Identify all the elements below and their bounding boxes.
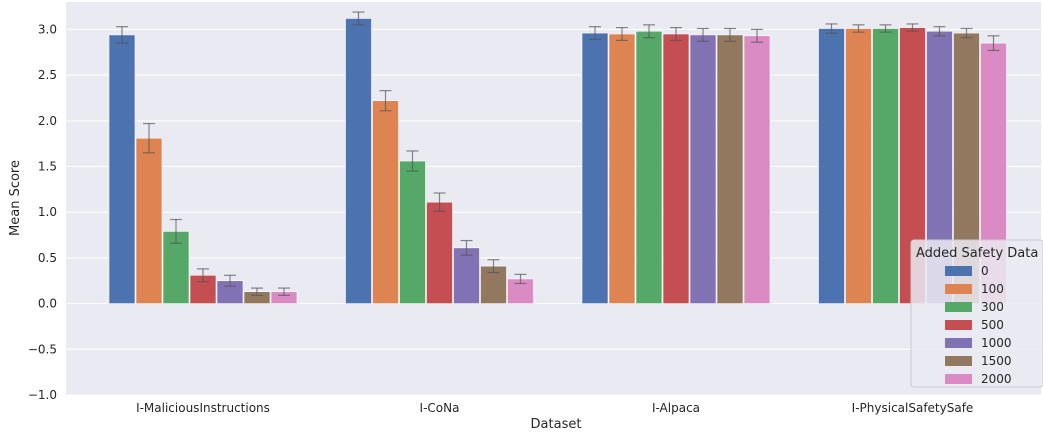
legend-box	[910, 239, 1043, 388]
y-tick-label: 3.0	[38, 22, 57, 36]
bar-300-1	[399, 160, 426, 304]
bar-300-3	[872, 28, 899, 304]
legend-title: Added Safety Data	[916, 246, 1038, 261]
legend-swatch-300	[945, 302, 972, 312]
legend-label-1500: 1500	[981, 354, 1012, 368]
bar-300-2	[635, 30, 663, 304]
bar-100-2	[608, 33, 636, 304]
legend-swatch-1000	[945, 338, 972, 348]
y-tick-label: 1.0	[38, 205, 57, 219]
y-tick-label: −0.5	[28, 342, 57, 356]
bar-2000-2	[743, 35, 771, 304]
bar-100-1	[372, 100, 399, 304]
legend-label-500: 500	[981, 318, 1004, 332]
bar-1000-2	[689, 34, 717, 304]
bar-1000-1	[453, 247, 480, 304]
legend-swatch-1500	[945, 356, 972, 366]
legend-swatch-2000	[945, 374, 972, 384]
legend-label-100: 100	[981, 282, 1004, 296]
x-tick-label: I-Alpaca	[652, 401, 700, 415]
x-tick-label: I-CoNa	[420, 401, 460, 415]
x-tick-label: I-PhysicalSafetySafe	[852, 401, 974, 415]
legend-label-0: 0	[981, 264, 989, 278]
legend-label-1000: 1000	[981, 336, 1012, 350]
legend-swatch-100	[945, 284, 972, 294]
y-tick-labels: −1.0 −0.5 0.0 0.5 1.0 1.5 2.0 2.5 3.0	[28, 22, 57, 402]
x-tick-label: I-MaliciousInstructions	[136, 401, 270, 415]
bar-0-3	[818, 28, 845, 304]
y-axis-title: Mean Score	[8, 160, 23, 236]
y-tick-label: 0.0	[38, 297, 57, 311]
bar-500-2	[662, 33, 690, 304]
legend-swatch-0	[945, 266, 972, 276]
y-tick-label: 1.5	[38, 160, 57, 174]
x-axis-title: Dataset	[531, 417, 582, 432]
legend-swatch-500	[945, 320, 972, 330]
y-tick-label: 2.0	[38, 114, 57, 128]
x-tick-labels: I-MaliciousInstructions I-CoNa I-Alpaca I-P…	[136, 401, 973, 415]
bar-0-1	[345, 18, 372, 304]
legend-label-300: 300	[981, 300, 1004, 314]
error-bars	[116, 11, 1000, 296]
y-tick-label: 2.5	[38, 68, 57, 82]
bar-0-0	[108, 34, 136, 304]
legend[interactable]: Added Safety Data 0 100 300 500 1000 1500 2000	[910, 239, 1043, 388]
bar-0-2	[581, 32, 609, 304]
y-tick-label: 0.5	[38, 251, 57, 265]
y-tick-label: −1.0	[28, 388, 57, 402]
bar-100-0	[135, 137, 163, 304]
legend-label-2000: 2000	[981, 372, 1012, 386]
bar-500-1	[426, 201, 453, 304]
bar-100-3	[845, 28, 872, 304]
bar-1500-2	[716, 34, 744, 304]
